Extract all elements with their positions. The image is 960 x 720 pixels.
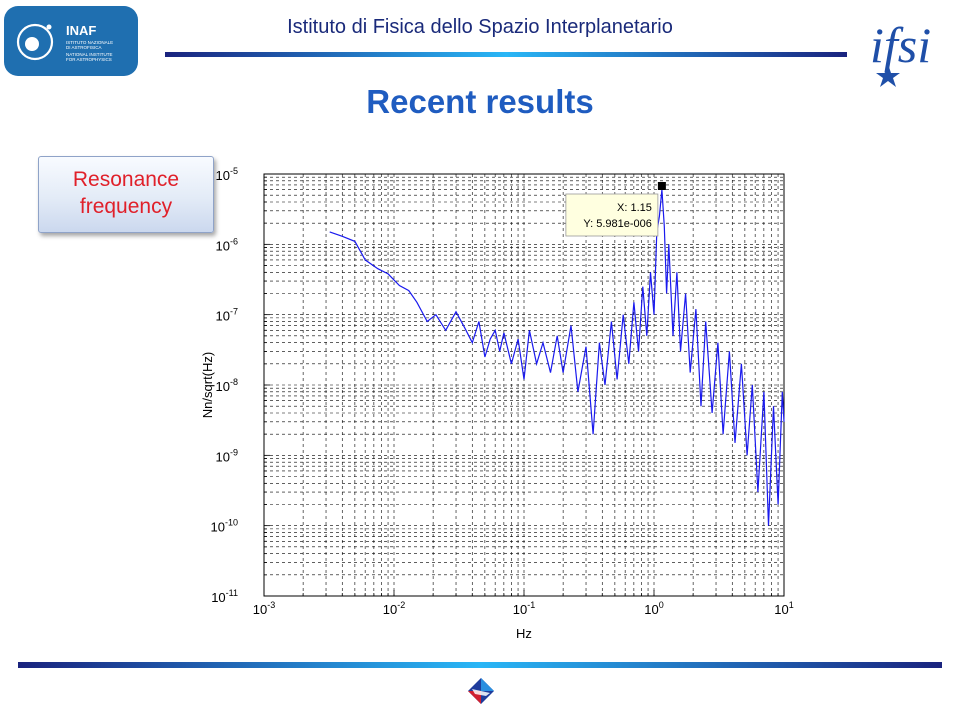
psd-chart: 10-3 10-2 10-1 100 101 10-510-610-710-810-91… <box>200 166 794 640</box>
y-tick-label: 10-11 <box>211 588 238 605</box>
y-tick-labels: 10-5 10-6 10-7 10-8 10-9 10-10 10-11 <box>211 166 238 605</box>
chart-ticks <box>263 176 779 597</box>
inaf-logo-name: INAF <box>66 23 96 38</box>
x-tick-label: 100 <box>644 600 663 617</box>
y-tick-label: 10-10 <box>211 518 238 535</box>
datatip-y-label: Y: 5.981e-006 <box>583 218 652 230</box>
x-tick-label: 10-2 <box>383 600 405 617</box>
datatip-box <box>565 193 659 237</box>
x-tick-labels: 10-3 10-2 10-1 100 101 <box>253 600 794 617</box>
inaf-logo-ring <box>16 23 54 61</box>
x-tick-label: 101 <box>774 600 793 617</box>
y-tick-label: 10-7 <box>216 307 238 324</box>
series-line <box>329 189 785 526</box>
y-tick-label: 10-6 <box>216 236 238 253</box>
inaf-logo-planet <box>25 37 39 51</box>
inaf-logo-star <box>46 24 52 30</box>
footer-rule <box>18 662 942 668</box>
ifsi-star-icon <box>876 64 900 87</box>
chart-grid <box>263 174 784 597</box>
callout-line1: Resonance <box>72 168 180 191</box>
x-axis-label: Hz <box>516 626 532 640</box>
y-tick-label: 10-8 <box>216 377 238 394</box>
inaf-logo-line4: FOR ASTROPHYSICS <box>66 57 112 62</box>
callout-line2: frequency <box>79 195 173 218</box>
x-tick-label: 10-1 <box>513 600 535 617</box>
x-tick-label: 10-3 <box>253 600 275 617</box>
datatip-x-label: X: 1.15 <box>617 202 652 214</box>
header-rule <box>165 52 847 57</box>
ifsi-logo-text: ifsi <box>870 17 931 73</box>
ifsi-logo: ifsi <box>870 17 931 87</box>
y-axis-label: Nn/sqrt(Hz) <box>200 352 215 418</box>
resonance-callout: Resonance frequency <box>38 156 214 233</box>
y-tick-label: 10-9 <box>216 447 238 464</box>
header-title: Istituto di Fisica dello Spazio Interpla… <box>287 16 673 38</box>
inaf-logo-line1: ISTITUTO NAZIONALE <box>66 40 113 45</box>
datatip: X: 1.15 Y: 5.981e-006 <box>565 182 666 237</box>
ifsi-small-logo-icon <box>468 678 494 704</box>
y-tick-label: 10-5 <box>216 166 238 183</box>
inaf-logo-line3: NATIONAL INSTITUTE <box>66 52 113 57</box>
inaf-logo-line2: DI ASTROFISICA <box>66 45 102 50</box>
inaf-logo: INAF ISTITUTO NAZIONALE DI ASTROFISICA N… <box>4 6 138 76</box>
datatip-marker <box>657 182 666 190</box>
page-title: Recent results <box>366 83 594 120</box>
